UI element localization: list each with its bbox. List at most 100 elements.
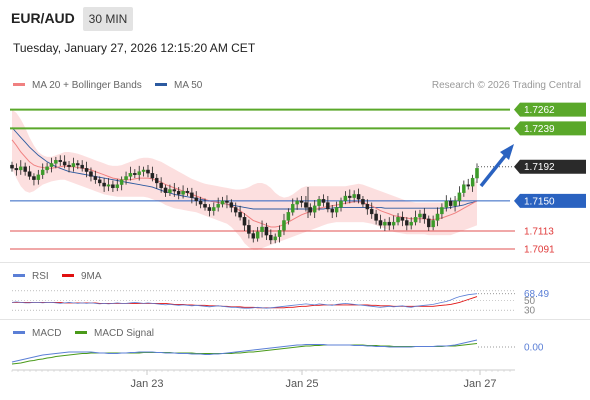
research-credit: Research © 2026 Trading Central [431,80,581,91]
candlestick [470,174,475,192]
candle-body [317,199,321,206]
candle-body [400,217,405,221]
candlestick [190,187,194,204]
candlestick [198,196,203,209]
candlestick [194,191,198,206]
candle-body [299,200,304,203]
level-tag [514,159,586,174]
candlestick [448,197,453,210]
candle-body [409,221,413,226]
candle-body [93,176,98,180]
candlestick [282,213,286,236]
level-tag [514,193,586,208]
level-label-last-price: 1.7192 [514,159,586,174]
candle-body [308,207,313,213]
candle-body [40,169,45,175]
candle-body [19,166,23,171]
candlestick [185,187,190,197]
candle-body [89,171,93,177]
candle-body [255,231,260,239]
candlestick [128,166,133,181]
candle-body [106,184,111,187]
candle-body [10,164,14,169]
level-tag [514,102,586,117]
candlestick [150,166,155,182]
candle-body [111,184,115,189]
candlestick [137,165,141,181]
candlestick [23,162,27,176]
candlestick [141,166,146,177]
candle-body [260,226,264,233]
candle-body [115,184,120,189]
candle-body [203,204,207,208]
candle-body [124,176,128,180]
candlestick [273,233,277,244]
candlestick [225,195,229,209]
candlestick [133,169,137,179]
candlestick [326,196,330,213]
candle-body [76,163,80,166]
legend-ma20: MA 20 + Bollinger Bands [13,80,142,91]
macd-swatch-icon [13,330,25,334]
candle-body [185,190,190,193]
candle-body [49,163,54,167]
x-tick-label: Jan 25 [285,378,318,390]
candlestick [435,207,440,227]
rsi-ma9-line [12,296,478,309]
candle-body [374,213,378,221]
candle-body [462,184,466,193]
level-value: 1.7150 [524,196,555,207]
candlestick [176,187,181,200]
candle-body [422,213,427,219]
candle-body [470,177,475,187]
candle-body [418,213,422,218]
level-label-support: 1.7113 [524,227,554,238]
candlestick [405,217,409,231]
candlestick [89,167,93,182]
legend-macd-signal-label: MACD Signal [94,328,155,339]
candle-body [264,226,269,236]
candle-body [207,207,212,211]
ma9-swatch-icon [62,273,74,277]
candlestick [84,161,89,178]
legend-macd-signal: MACD Signal [75,328,154,339]
candle-body [172,189,177,192]
macd-line [11,339,478,363]
candle-body [137,171,141,175]
timeframe-badge[interactable]: 30 MIN [83,7,133,31]
candlestick [220,196,225,208]
candlestick [418,209,422,223]
candle-body [378,220,383,226]
candle-body [163,187,168,193]
candle-body [181,190,185,195]
level-label-resistance: 1.7239 [514,121,586,136]
legend-macd-label: MACD [32,328,62,339]
candlestick [251,230,256,243]
macd-signal-swatch-icon [75,330,87,334]
candlestick [159,177,163,193]
level-value: 1.7239 [524,124,555,135]
candlestick [304,196,308,212]
candlestick [106,178,111,192]
candlestick [27,165,32,180]
candlestick [102,178,106,192]
legend-9ma-label: 9MA [81,271,102,282]
candle-body [475,168,479,179]
candlestick [348,189,352,204]
x-tick-label: Jan 27 [463,378,496,390]
candle-body [225,200,229,203]
candlestick [312,200,317,219]
candlestick [409,217,413,230]
candle-body [343,195,348,202]
legend-rsi: RSI [13,271,49,282]
candle-body [212,207,216,211]
candle-body [273,236,277,241]
candlestick [76,160,80,170]
candlestick [124,171,128,185]
candlestick [71,157,76,172]
candle-body [146,169,150,174]
candle-body [466,184,470,187]
candlestick [97,176,102,187]
